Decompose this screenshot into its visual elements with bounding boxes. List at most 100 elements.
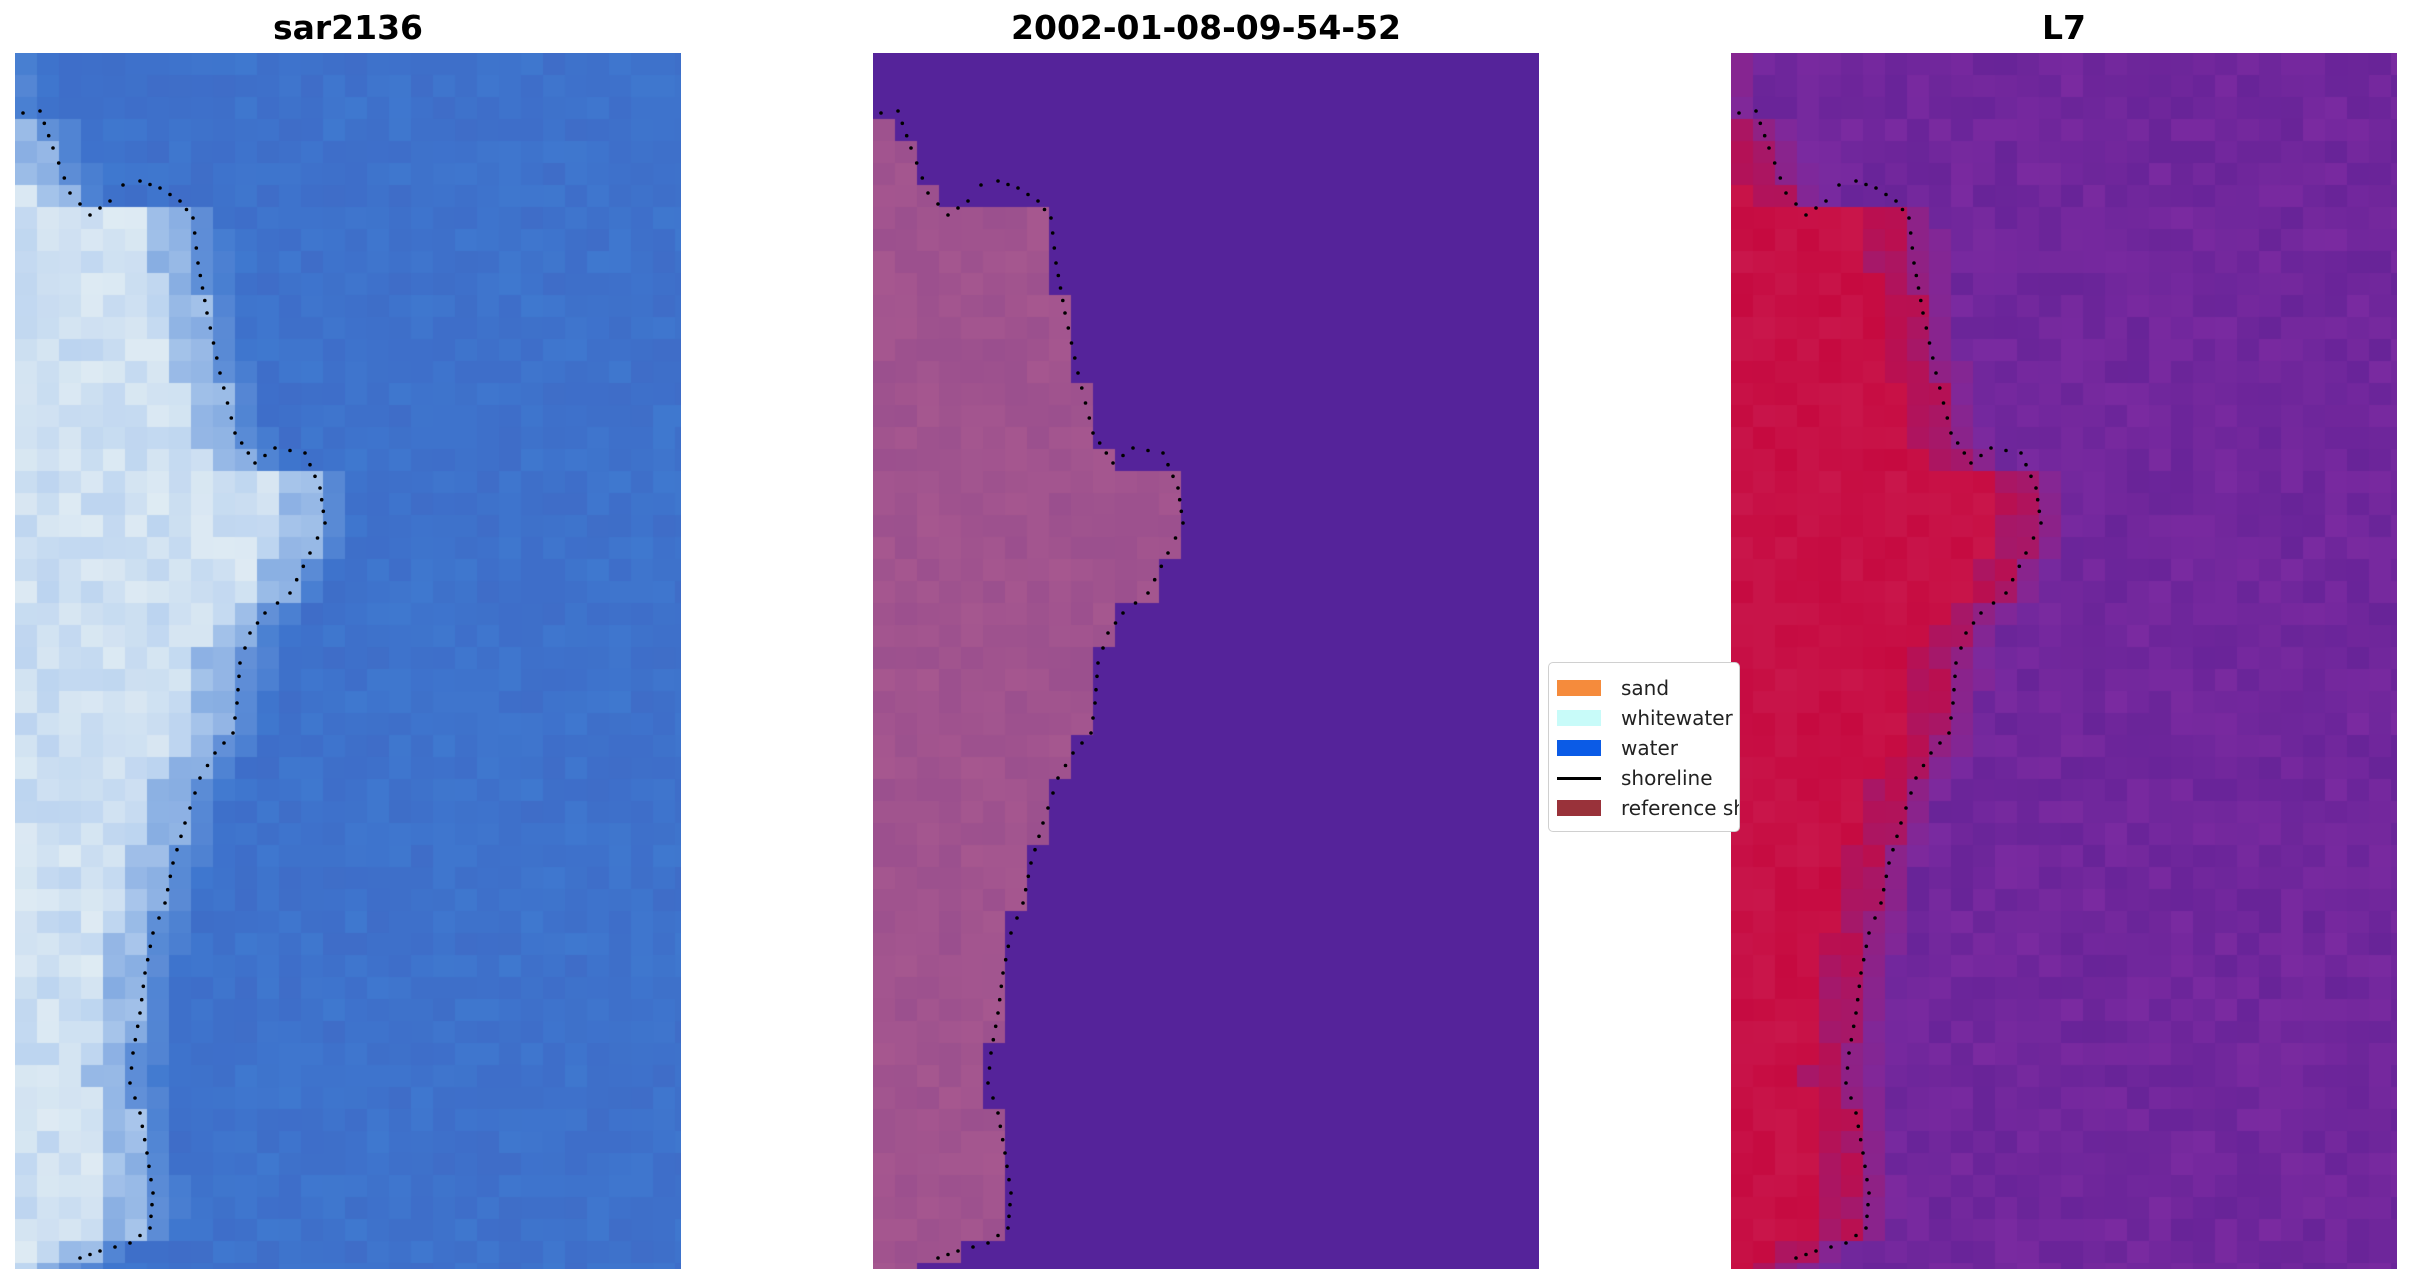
legend-item-shoreline: shoreline [1557, 763, 1713, 793]
shoreline-point [203, 298, 207, 303]
shoreline-point [145, 1151, 149, 1155]
shoreline-point [1854, 179, 1858, 183]
shoreline-point [1083, 401, 1088, 405]
shoreline-point [1909, 791, 1913, 795]
shoreline-point [996, 1011, 1000, 1015]
shoreline-point [235, 701, 239, 705]
shoreline-point [1829, 1245, 1833, 1249]
shoreline-point [288, 591, 292, 595]
shoreline-point [121, 183, 125, 187]
shoreline-point [208, 326, 213, 330]
shoreline-point [2035, 497, 2040, 502]
shoreline-point [1076, 371, 1080, 375]
shoreline-point [956, 206, 960, 210]
shoreline-point [1969, 461, 1973, 465]
shoreline-point [2037, 509, 2042, 514]
shoreline-point [2017, 564, 2022, 569]
shoreline-point [1858, 1137, 1863, 1142]
shoreline-point [1042, 207, 1047, 212]
shoreline-point [1989, 446, 1993, 450]
shoreline-point [987, 1066, 992, 1070]
shoreline-point [148, 182, 152, 187]
shoreline-point [1867, 1191, 1871, 1195]
legend-label-sand: sand [1621, 676, 1670, 700]
shoreline-point [1910, 246, 1915, 250]
shoreline-point [246, 451, 251, 455]
legend: sand whitewater water shoreline referenc… [1548, 662, 1740, 832]
shoreline-point [148, 944, 153, 949]
shoreline-point [198, 273, 203, 278]
detected-shoreline-overlay [879, 109, 1185, 1260]
shoreline-point [237, 674, 241, 679]
shoreline-point [1904, 806, 1908, 810]
shoreline-point [946, 1252, 950, 1257]
shoreline-point [168, 874, 173, 879]
shoreline-point [909, 146, 913, 150]
shoreline-point [131, 1051, 135, 1055]
shoreline-point [1166, 462, 1170, 467]
shoreline-point [1866, 1202, 1870, 1207]
shoreline-point [1177, 497, 1182, 502]
rgb-satellite-image [15, 53, 681, 1269]
shoreline-point [179, 834, 183, 839]
shoreline-point [996, 1233, 1000, 1238]
shoreline-point [1061, 298, 1065, 303]
shoreline-point [1916, 286, 1921, 290]
shoreline-point [139, 997, 144, 1002]
shoreline-point [211, 341, 216, 345]
shoreline-point [78, 1256, 82, 1260]
shoreline-point [1991, 601, 1996, 605]
shoreline-point [229, 416, 234, 420]
shoreline-point [1106, 631, 1110, 635]
shoreline-point [1046, 806, 1050, 810]
shoreline-point [1063, 763, 1068, 768]
shoreline-point [1181, 521, 1185, 525]
shoreline-point [1884, 874, 1889, 879]
shoreline-point [1093, 701, 1097, 705]
shoreline-point [151, 931, 155, 935]
shoreline-point [98, 206, 102, 210]
shoreline-point [188, 806, 192, 810]
shoreline-point [946, 213, 950, 217]
shoreline-point [996, 1111, 1000, 1115]
legend-label-whitewater: whitewater [1621, 706, 1733, 730]
shoreline-point [308, 462, 312, 467]
shoreline-point [1856, 1124, 1861, 1129]
shoreline-point [1854, 1233, 1858, 1238]
shoreline-point [1767, 146, 1771, 150]
shoreline-point [275, 601, 280, 605]
shoreline-point [222, 741, 226, 745]
shoreline-point [1844, 1081, 1848, 1085]
shoreline-point [1056, 273, 1061, 278]
shoreline-point [1104, 451, 1109, 455]
shoreline-point [1008, 1202, 1012, 1207]
shoreline-point [1824, 199, 1828, 203]
shoreline-point [2019, 451, 2023, 455]
reference-buffer-swatch [1557, 800, 1601, 816]
shoreline-point [1900, 207, 1905, 212]
shoreline-point [1863, 1164, 1867, 1169]
shoreline-point [248, 631, 252, 635]
shoreline-point [42, 121, 47, 126]
shoreline-point [1131, 446, 1135, 450]
shoreline-point [88, 213, 92, 217]
shoreline-point [920, 176, 925, 180]
shoreline-point [129, 1066, 134, 1070]
shoreline-point [896, 109, 900, 113]
shoreline-point [1962, 451, 1967, 455]
shoreline-point [165, 887, 170, 892]
shoreline-point [303, 451, 307, 455]
shoreline-point [1971, 621, 1976, 625]
shoreline-point [88, 1252, 92, 1257]
shoreline-point [1772, 161, 1777, 165]
shoreline-point [989, 1051, 993, 1055]
rgb-image-panel [15, 53, 681, 1269]
shoreline-point [1947, 731, 1951, 735]
shoreline-point [215, 356, 219, 360]
shoreline-point [1063, 311, 1067, 315]
shoreline-point [1146, 591, 1150, 595]
shoreline-point [900, 121, 905, 126]
shoreline-point [138, 1233, 142, 1238]
shoreline-point [108, 199, 112, 203]
classified-image-panel [873, 53, 1539, 1269]
